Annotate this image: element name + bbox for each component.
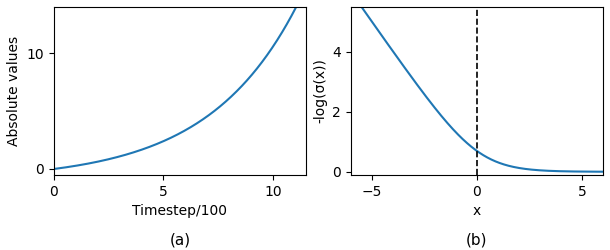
Text: (a): (a): [170, 232, 190, 248]
Y-axis label: Absolute values: Absolute values: [7, 36, 21, 146]
X-axis label: x: x: [473, 204, 481, 218]
X-axis label: Timestep/100: Timestep/100: [132, 204, 228, 218]
Y-axis label: -log(σ(x)): -log(σ(x)): [313, 58, 327, 123]
Text: (b): (b): [466, 232, 488, 248]
